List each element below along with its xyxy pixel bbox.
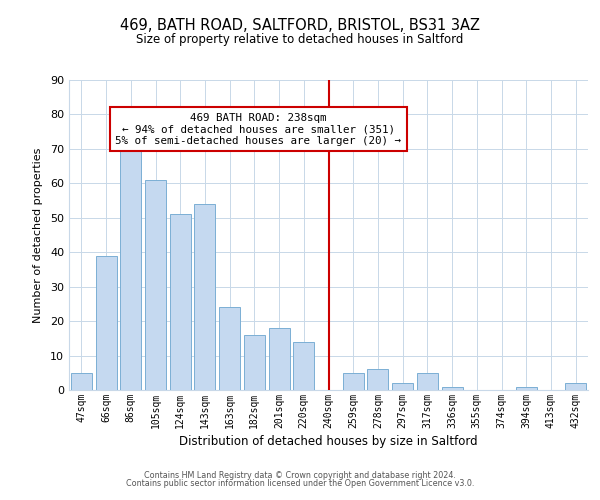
Bar — [120, 138, 141, 390]
Bar — [145, 180, 166, 390]
Text: 469, BATH ROAD, SALTFORD, BRISTOL, BS31 3AZ: 469, BATH ROAD, SALTFORD, BRISTOL, BS31 … — [120, 18, 480, 32]
Bar — [343, 373, 364, 390]
Bar — [293, 342, 314, 390]
Bar — [194, 204, 215, 390]
Bar — [367, 370, 388, 390]
Bar — [71, 373, 92, 390]
Bar — [244, 335, 265, 390]
Bar — [95, 256, 116, 390]
Text: Contains public sector information licensed under the Open Government Licence v3: Contains public sector information licen… — [126, 479, 474, 488]
Text: Size of property relative to detached houses in Saltford: Size of property relative to detached ho… — [136, 32, 464, 46]
Y-axis label: Number of detached properties: Number of detached properties — [33, 148, 43, 322]
Bar — [516, 386, 537, 390]
Bar — [565, 383, 586, 390]
Bar — [269, 328, 290, 390]
X-axis label: Distribution of detached houses by size in Saltford: Distribution of detached houses by size … — [179, 435, 478, 448]
Text: Contains HM Land Registry data © Crown copyright and database right 2024.: Contains HM Land Registry data © Crown c… — [144, 470, 456, 480]
Text: 469 BATH ROAD: 238sqm
← 94% of detached houses are smaller (351)
5% of semi-deta: 469 BATH ROAD: 238sqm ← 94% of detached … — [115, 112, 401, 146]
Bar — [417, 373, 438, 390]
Bar — [170, 214, 191, 390]
Bar — [219, 308, 240, 390]
Bar — [392, 383, 413, 390]
Bar — [442, 386, 463, 390]
